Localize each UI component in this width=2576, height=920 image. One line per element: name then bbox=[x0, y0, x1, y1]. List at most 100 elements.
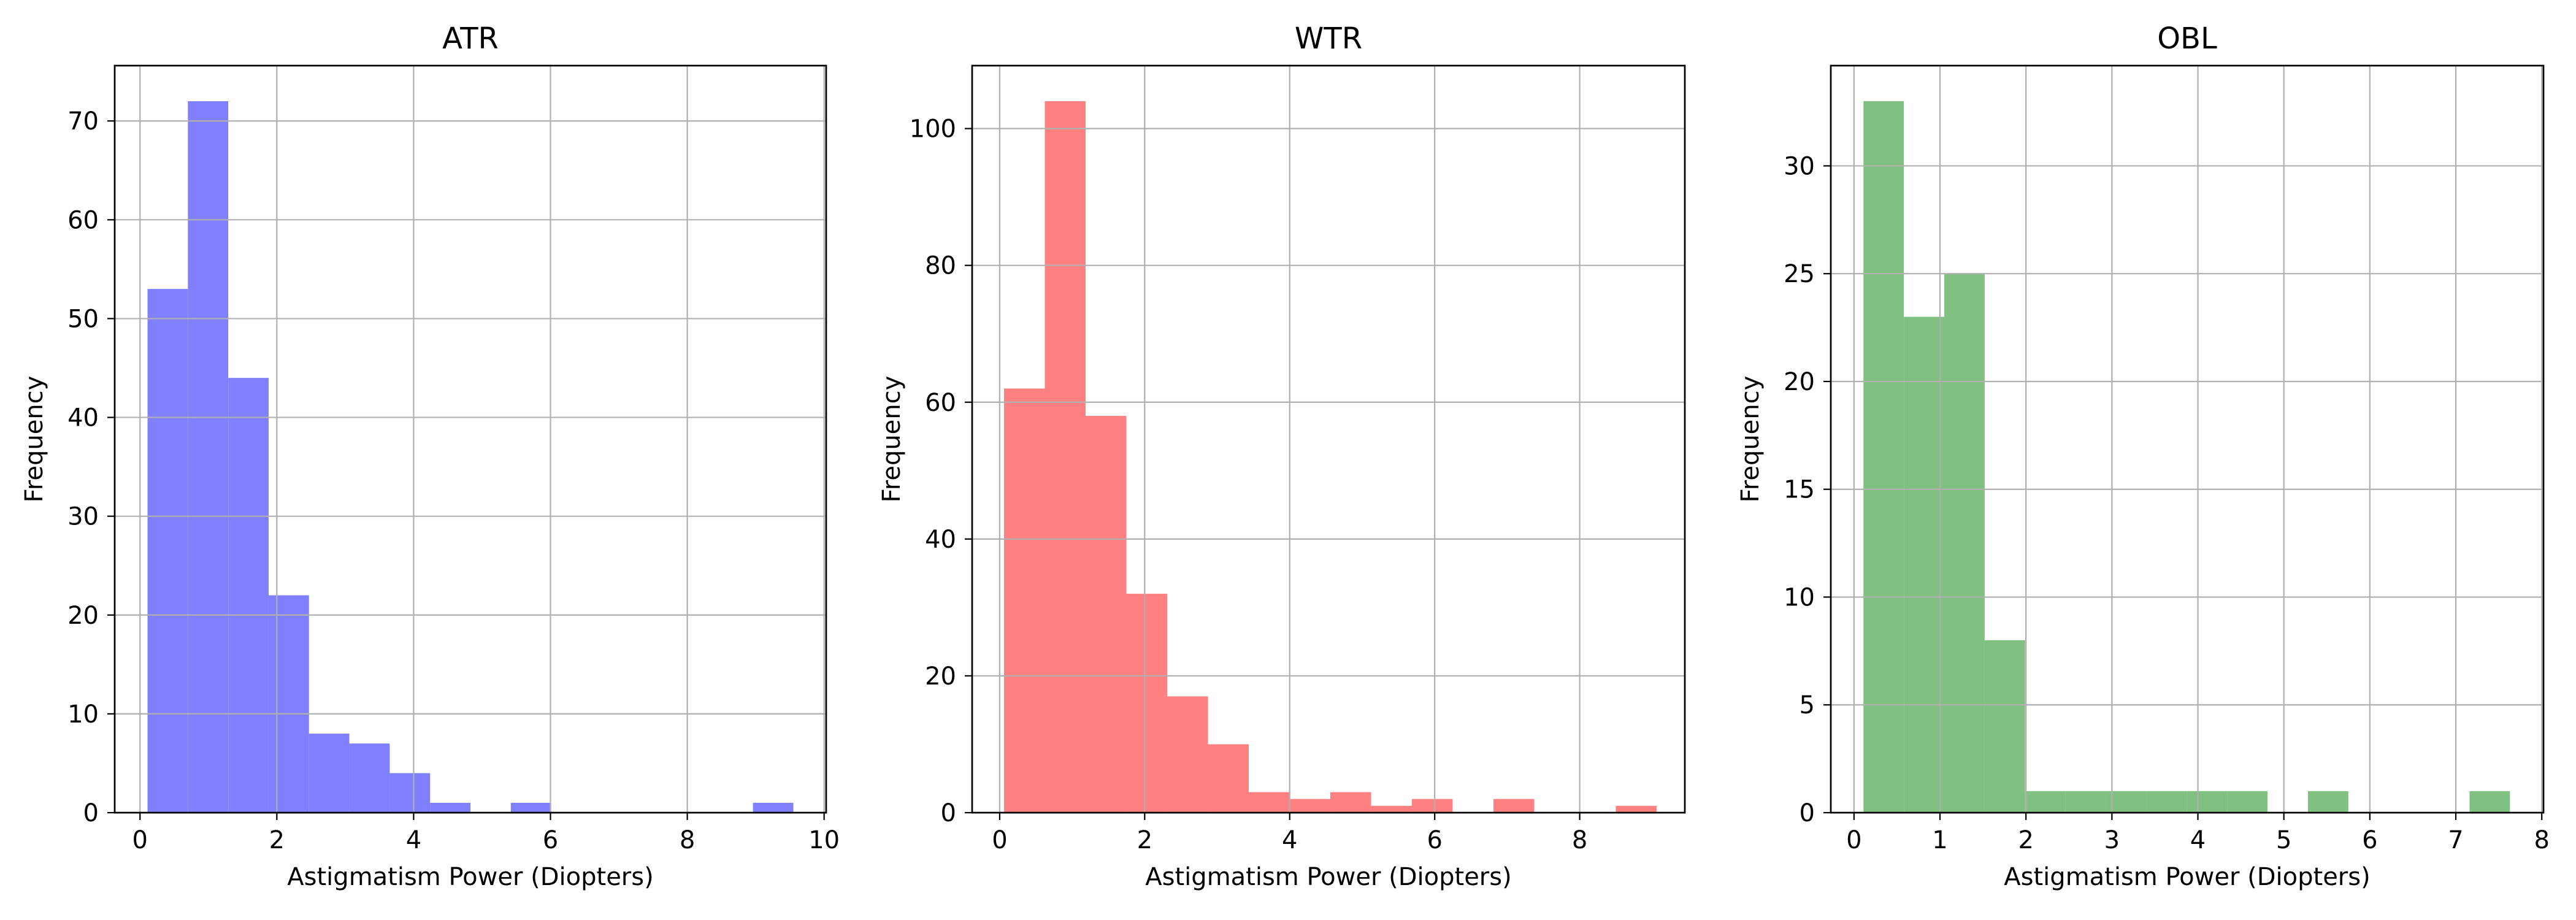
atr-bar-4 bbox=[309, 734, 350, 813]
obl-ticks: 0 1 2 3 4 5 6 7 8 0 5 10 15 20 25 30 bbox=[1784, 152, 2550, 854]
atr-axes-frame bbox=[113, 64, 827, 814]
wtr-bar-10 bbox=[1411, 799, 1453, 813]
atr-x-tick-label-1: 2 bbox=[269, 826, 285, 854]
obl-y-tick-label-3: 15 bbox=[1784, 476, 1815, 504]
obl-x-tick-label-1: 1 bbox=[1932, 826, 1947, 854]
atr-bar-9 bbox=[510, 802, 551, 813]
wtr-y-tick-label-0: 0 bbox=[941, 799, 956, 827]
obl-x-axis-label: Astigmatism Power (Diopters) bbox=[2004, 863, 2370, 891]
atr-y-tick-label-0: 0 bbox=[83, 799, 99, 827]
obl-bar-1 bbox=[1904, 316, 1945, 813]
obl-bar-5 bbox=[2065, 791, 2106, 813]
wtr-bars bbox=[1004, 101, 1657, 813]
atr-panel: 0 2 4 6 8 10 0 10 20 30 40 50 60 70 ATR Astigmatism Pow… bbox=[20, 21, 840, 891]
wtr-bar-8 bbox=[1330, 792, 1371, 813]
wtr-bar-1 bbox=[1045, 101, 1086, 813]
obl-x-tick-label-6: 6 bbox=[2362, 826, 2377, 854]
obl-x-tick-label-5: 5 bbox=[2276, 826, 2291, 854]
wtr-grid bbox=[972, 66, 1685, 814]
obl-x-tick-label-7: 7 bbox=[2448, 826, 2463, 854]
atr-x-tick-label-0: 0 bbox=[132, 826, 148, 854]
atr-x-tick-label-3: 6 bbox=[543, 826, 558, 854]
wtr-x-axis-label: Astigmatism Power (Diopters) bbox=[1145, 863, 1511, 891]
obl-x-tick-label-4: 4 bbox=[2190, 826, 2206, 854]
atr-bar-15 bbox=[753, 802, 794, 813]
wtr-x-tick-label-4: 8 bbox=[1572, 826, 1587, 854]
obl-axes-frame bbox=[1830, 64, 2545, 814]
obl-y-axis-label: Frequency bbox=[1736, 376, 1765, 503]
atr-ticks: 0 2 4 6 8 10 0 10 20 30 40 50 60 70 bbox=[67, 107, 840, 854]
wtr-y-tick-label-4: 80 bbox=[925, 252, 956, 280]
wtr-x-tick-label-3: 6 bbox=[1427, 826, 1442, 854]
obl-bar-4 bbox=[2025, 791, 2066, 813]
atr-y-tick-label-5: 50 bbox=[67, 305, 99, 333]
atr-x-tick-label-4: 8 bbox=[680, 826, 695, 854]
atr-y-tick-label-3: 30 bbox=[67, 503, 99, 531]
atr-y-tick-label-2: 20 bbox=[67, 602, 99, 630]
atr-bar-1 bbox=[188, 101, 229, 813]
wtr-x-tick-label-1: 2 bbox=[1137, 826, 1152, 854]
obl-x-tick-label-0: 0 bbox=[1846, 826, 1861, 854]
obl-bar-15 bbox=[2469, 791, 2510, 813]
obl-bar-7 bbox=[2146, 791, 2187, 813]
wtr-bar-15 bbox=[1616, 805, 1657, 813]
wtr-x-tick-label-0: 0 bbox=[992, 826, 1007, 854]
atr-bar-5 bbox=[349, 743, 390, 813]
atr-bar-6 bbox=[389, 773, 431, 813]
obl-bars bbox=[1863, 101, 2510, 813]
wtr-title: WTR bbox=[1295, 21, 1362, 56]
atr-grid bbox=[115, 66, 826, 814]
atr-bar-7 bbox=[430, 802, 470, 813]
atr-y-axis-label: Frequency bbox=[20, 376, 48, 503]
obl-y-tick-label-6: 30 bbox=[1784, 152, 1815, 180]
atr-bar-0 bbox=[147, 289, 188, 813]
obl-bar-3 bbox=[1984, 640, 2025, 813]
atr-x-tick-label-2: 4 bbox=[406, 826, 421, 854]
wtr-y-tick-label-2: 40 bbox=[925, 526, 956, 554]
atr-y-tick-label-6: 60 bbox=[67, 206, 99, 234]
obl-y-tick-label-0: 0 bbox=[1800, 799, 1815, 827]
wtr-y-tick-label-3: 60 bbox=[925, 389, 956, 417]
atr-bars bbox=[147, 101, 794, 813]
obl-bar-8 bbox=[2187, 791, 2228, 813]
wtr-bar-5 bbox=[1208, 744, 1249, 813]
atr-x-tick-label-5: 10 bbox=[808, 826, 840, 854]
obl-y-tick-label-2: 10 bbox=[1784, 583, 1815, 611]
obl-x-tick-label-3: 3 bbox=[2104, 826, 2120, 854]
atr-x-axis-label: Astigmatism Power (Diopters) bbox=[287, 863, 653, 891]
obl-bar-0 bbox=[1863, 101, 1904, 813]
wtr-y-axis-label: Frequency bbox=[878, 376, 906, 503]
obl-x-tick-label-8: 8 bbox=[2534, 826, 2549, 854]
obl-bar-11 bbox=[2307, 791, 2348, 813]
wtr-bar-3 bbox=[1126, 594, 1167, 813]
wtr-bar-0 bbox=[1004, 388, 1045, 813]
obl-bar-6 bbox=[2106, 791, 2147, 813]
obl-bar-9 bbox=[2227, 791, 2268, 813]
wtr-y-tick-label-1: 20 bbox=[925, 662, 956, 691]
wtr-bar-9 bbox=[1371, 805, 1412, 813]
atr-bar-2 bbox=[228, 378, 269, 813]
wtr-x-tick-label-2: 4 bbox=[1282, 826, 1297, 854]
wtr-bar-12 bbox=[1493, 799, 1535, 813]
obl-title: OBL bbox=[2157, 21, 2217, 56]
atr-bar-3 bbox=[268, 595, 309, 813]
wtr-bar-4 bbox=[1167, 696, 1208, 813]
wtr-y-tick-label-5: 100 bbox=[910, 115, 956, 144]
atr-title: ATR bbox=[442, 21, 499, 56]
obl-y-tick-label-1: 5 bbox=[1800, 691, 1815, 719]
wtr-bar-6 bbox=[1248, 792, 1290, 813]
wtr-axes-frame bbox=[971, 64, 1686, 814]
atr-y-tick-label-1: 10 bbox=[67, 700, 99, 729]
obl-panel: 0 1 2 3 4 5 6 7 8 0 5 10 15 20 25 30 OBL Astigmatism Powe… bbox=[1736, 21, 2550, 891]
atr-y-tick-label-4: 40 bbox=[67, 404, 99, 432]
atr-y-tick-label-7: 70 bbox=[67, 107, 99, 136]
obl-y-tick-label-5: 25 bbox=[1784, 260, 1815, 288]
wtr-bar-7 bbox=[1289, 799, 1330, 813]
wtr-bar-2 bbox=[1085, 416, 1127, 813]
obl-bar-2 bbox=[1944, 274, 1985, 813]
obl-x-tick-label-2: 2 bbox=[2018, 826, 2033, 854]
